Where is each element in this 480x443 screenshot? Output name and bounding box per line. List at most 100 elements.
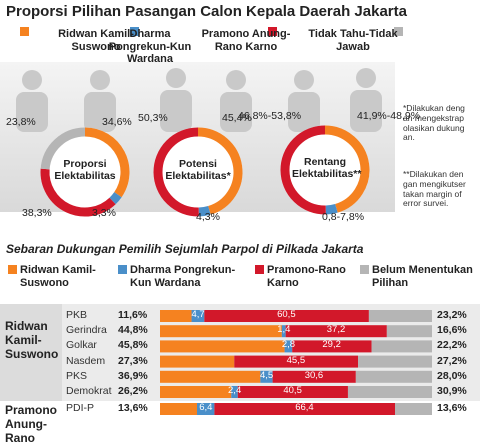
bar-segment [368, 310, 432, 322]
value-label: 41,9%-48,9% [357, 110, 421, 122]
value-label: 16,6% [437, 324, 467, 337]
value-label: 11,6% [118, 309, 148, 321]
donut-segment [280, 125, 326, 215]
bar-segment [160, 386, 232, 398]
legend-label: Pramono Anung-Rano Karno [201, 28, 291, 53]
bar-segment [371, 340, 432, 353]
value-label: 29,2 [322, 339, 341, 351]
donut-title: Potensi Elektabilitas* [165, 158, 231, 183]
value-label: 2,4 [228, 385, 242, 396]
value-label: 37,2 [326, 324, 346, 336]
value-label: 34,6% [102, 116, 132, 128]
value-label: 13,6% [118, 402, 148, 414]
value-label: 2,8 [281, 339, 296, 351]
bar-segment [196, 403, 215, 415]
legend-label: Dharma Pongrekun-Kun Wardana [108, 28, 192, 66]
donut-segment [325, 203, 338, 215]
legend-label: Tidak Tahu-Tidak Jawab [308, 28, 398, 53]
category-label: PDI-P [66, 402, 95, 414]
value-label: 36,9% [118, 369, 148, 382]
legend-swatch [360, 265, 369, 274]
bar-segment [272, 370, 356, 383]
candidate-photos [16, 68, 382, 132]
bar-segment [191, 310, 205, 322]
bar-segment [386, 325, 432, 338]
group-label-panel [0, 304, 62, 401]
category-label: Demokrat [66, 385, 112, 397]
chart-title: Proporsi Pilihan Pasangan Calon Kepala D… [6, 3, 407, 20]
donut-center [280, 125, 370, 215]
group-label: Pramono Anung-Rano Karno [5, 403, 58, 443]
value-label: 27,2% [437, 354, 467, 367]
donut-center [40, 127, 130, 217]
value-label: 13,6% [437, 402, 467, 414]
section-title: Sebaran Dukungan Pemilih Sejumlah Parpol… [6, 242, 364, 256]
value-label: 28,0% [437, 369, 467, 382]
bar-segment [204, 310, 369, 322]
bar-segment [160, 403, 197, 415]
value-label: 38,3% [22, 207, 52, 219]
donut-segment [153, 127, 199, 217]
category-label: PKB [66, 309, 88, 321]
category-label: PKS [66, 369, 88, 382]
bar-segment [234, 355, 359, 368]
value-label: 45,5 [286, 354, 306, 366]
donut-segment [109, 192, 122, 205]
value-label: 44,8% [118, 324, 148, 337]
footnote: *Dilakukan dengan mengekstrapolasikan du… [403, 103, 465, 143]
bar-segment [214, 403, 396, 415]
value-label: 60,5 [277, 309, 296, 320]
donut-segment [40, 168, 116, 217]
value-label: 40,5 [283, 385, 302, 396]
category-label: Golkar [66, 339, 97, 352]
bar-segment [160, 340, 285, 353]
legend-swatch [130, 27, 139, 36]
donut-segment [198, 205, 211, 217]
legend-label: Dharma Pongrekun-Kun Wardana [130, 264, 236, 289]
donut-segment [84, 127, 130, 198]
value-label: 66,4 [295, 402, 314, 413]
value-label: 46,8%-53,8% [238, 110, 302, 122]
legend-label: Ridwan Kamil-Suswono [20, 264, 96, 289]
bar-segment [292, 340, 372, 353]
value-label: 0,8-7,8% [322, 211, 365, 223]
bar-segment [260, 370, 273, 383]
legend-swatch [20, 27, 29, 36]
value-label: 4,5 [259, 369, 274, 381]
bar-segment [160, 370, 261, 383]
group-label: Ridwan Kamil-Suswono [5, 319, 59, 361]
donut-title: Rentang Elektabilitas** [292, 156, 362, 181]
value-label: 30,6 [304, 369, 324, 381]
bar-segment [160, 310, 192, 322]
value-label: 4,7 [191, 309, 205, 320]
donut-segment [324, 125, 370, 213]
category-label: Gerindra [66, 324, 107, 337]
value-label: 23,8% [6, 116, 36, 128]
value-label: 1,4 [277, 324, 291, 336]
legend-swatch [8, 265, 17, 274]
value-label: 4,3% [196, 211, 220, 223]
value-label: 23,2% [437, 309, 467, 321]
value-label: 3,3% [92, 207, 116, 219]
bar-segment [160, 355, 235, 368]
bar-segment [355, 370, 432, 383]
value-label: 50,3% [138, 112, 168, 124]
bar-segment [284, 340, 293, 353]
bar-segment [231, 386, 238, 398]
category-label: Nasdem [66, 354, 106, 367]
legend-label: Pramono-Rano Karno [267, 264, 346, 289]
bar-segment [285, 325, 387, 338]
bar-segment [358, 355, 432, 368]
value-label: 26,2% [118, 385, 148, 397]
legend-swatch [255, 265, 264, 274]
donut-center [153, 127, 243, 217]
legend-label: Ridwan Kamil-Suswono [58, 28, 134, 53]
footnote: **Dilakukan dengan mengikutsertakan marg… [403, 169, 466, 209]
legend-swatch [268, 27, 277, 36]
bar-segment [347, 386, 432, 398]
value-label: 22,2% [437, 339, 467, 352]
value-label: 45,8% [118, 339, 148, 352]
bar-segment [160, 325, 282, 338]
value-label: 27,3% [118, 354, 148, 367]
